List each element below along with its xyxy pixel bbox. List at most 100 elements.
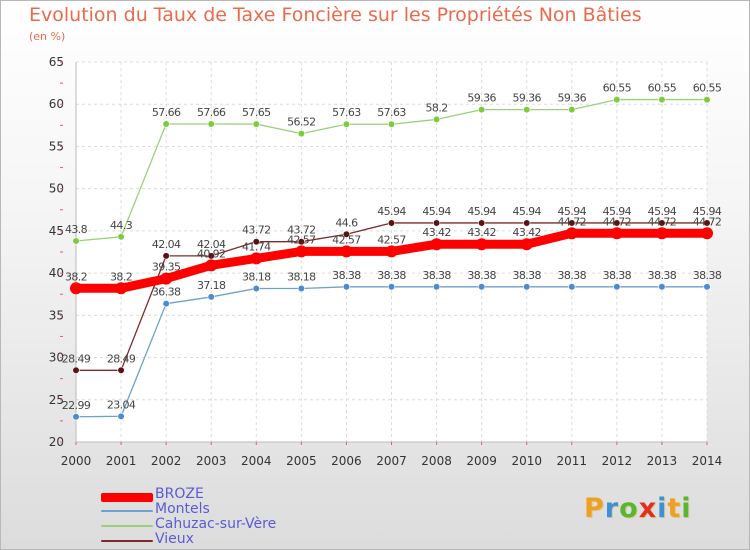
data-point-montels: [387, 283, 396, 291]
data-point-cahuzac-sur-v-re: [568, 106, 576, 114]
legend-swatch-cahuzac-sur-v-re: [101, 525, 153, 527]
data-label-broze: 42.57: [377, 233, 406, 246]
data-point-montels: [162, 300, 170, 308]
x-tick-label: 2002: [151, 454, 182, 468]
y-tick-label: 40: [49, 266, 64, 280]
data-label-cahuzac-sur-v-re: 59.36: [512, 92, 541, 105]
data-point-cahuzac-sur-v-re: [478, 106, 486, 114]
data-point-broze: [160, 272, 173, 285]
data-label-broze: 42.57: [332, 233, 361, 246]
data-label-broze: 38.2: [65, 270, 87, 283]
data-point-montels: [613, 283, 621, 291]
data-label-montels: 37.18: [197, 279, 226, 292]
data-point-vieux: [252, 238, 260, 246]
x-tick-label: 2010: [511, 454, 542, 468]
data-point-montels: [297, 284, 305, 293]
data-point-vieux: [478, 219, 486, 227]
data-label-vieux: 42.04: [152, 238, 181, 251]
y-tick-label: 50: [49, 182, 64, 196]
data-point-montels: [117, 412, 125, 420]
data-label-broze: 44.72: [693, 215, 722, 228]
data-point-cahuzac-sur-v-re: [432, 115, 441, 124]
data-label-montels: 38.38: [332, 269, 361, 282]
data-label-cahuzac-sur-v-re: 60.55: [603, 82, 632, 95]
x-tick-label: 2011: [557, 454, 588, 468]
data-label-vieux: 43.72: [287, 224, 316, 237]
x-tick-label: 2004: [241, 454, 272, 468]
data-label-broze: 43.42: [467, 226, 496, 239]
data-point-vieux: [387, 219, 396, 227]
data-point-vieux: [432, 219, 441, 227]
data-point-montels: [342, 283, 351, 291]
data-label-montels: 38.38: [648, 269, 677, 282]
data-label-broze: 43.42: [422, 226, 451, 239]
data-label-vieux: 42.04: [197, 238, 226, 251]
data-point-broze: [475, 238, 488, 251]
data-label-broze: 44.72: [648, 215, 677, 228]
data-point-vieux: [297, 238, 305, 246]
y-tick-label: 25: [49, 393, 64, 407]
data-label-vieux: 28.49: [62, 352, 91, 365]
y-axis-unit: (en %): [29, 30, 66, 43]
y-tick-label: 45: [49, 224, 64, 238]
data-label-cahuzac-sur-v-re: 57.66: [152, 106, 181, 119]
data-label-montels: 22.99: [62, 399, 91, 412]
legend-item-cahuzac-sur-v-re: Cahuzac-sur-Vère: [101, 516, 361, 532]
data-point-montels: [568, 283, 576, 291]
x-tick-label: 2008: [421, 454, 452, 468]
y-tick-label: 60: [49, 97, 64, 111]
data-point-montels: [523, 283, 531, 291]
x-tick-label: 2005: [286, 454, 317, 468]
data-point-montels: [252, 284, 260, 293]
data-point-montels: [703, 283, 711, 291]
data-point-broze: [250, 252, 263, 265]
y-tick-label: 30: [49, 351, 64, 365]
data-label-broze: 42.57: [287, 233, 316, 246]
proxiti-logo: Proxiti: [584, 493, 692, 524]
data-point-broze: [701, 227, 713, 240]
data-point-cahuzac-sur-v-re: [117, 233, 125, 241]
data-label-cahuzac-sur-v-re: 43.8: [65, 223, 88, 236]
data-label-vieux: 43.72: [242, 224, 271, 237]
x-tick-label: 2007: [376, 454, 407, 468]
data-point-cahuzac-sur-v-re: [297, 130, 305, 138]
data-label-cahuzac-sur-v-re: 59.36: [467, 92, 496, 105]
data-point-broze: [520, 238, 533, 251]
data-label-montels: 38.38: [603, 269, 632, 282]
data-label-vieux: 45.94: [693, 205, 722, 218]
legend-item-montels: Montels: [101, 501, 361, 517]
data-point-broze: [205, 259, 218, 272]
data-label-vieux: 28.49: [107, 352, 136, 365]
data-point-cahuzac-sur-v-re: [703, 95, 711, 104]
data-point-cahuzac-sur-v-re: [162, 120, 170, 128]
x-tick-label: 2012: [602, 454, 633, 468]
data-label-vieux: 45.94: [467, 205, 496, 218]
y-tick-label: 65: [49, 55, 64, 69]
data-label-montels: 38.38: [467, 269, 496, 282]
legend-item-vieux: Vieux: [101, 531, 361, 547]
data-point-vieux: [342, 230, 351, 238]
data-point-cahuzac-sur-v-re: [613, 95, 621, 104]
data-label-montels: 38.38: [512, 269, 541, 282]
x-tick-label: 2013: [647, 454, 678, 468]
data-label-broze: 44.72: [558, 215, 587, 228]
legend-label-montels: Montels: [155, 501, 210, 517]
data-label-cahuzac-sur-v-re: 44.3: [110, 219, 133, 232]
data-point-vieux: [207, 252, 215, 260]
y-tick-label: 35: [49, 308, 64, 322]
data-point-vieux: [117, 366, 125, 374]
data-label-cahuzac-sur-v-re: 58.2: [426, 101, 448, 114]
data-point-broze: [565, 227, 578, 240]
data-label-cahuzac-sur-v-re: 56.52: [287, 116, 316, 129]
legend: BROZE Montels Cahuzac-sur-Vère Vieux: [101, 486, 361, 547]
data-point-vieux: [613, 219, 621, 227]
data-point-cahuzac-sur-v-re: [72, 237, 80, 245]
legend-swatch-montels: [101, 510, 153, 512]
data-label-cahuzac-sur-v-re: 57.66: [197, 106, 226, 119]
data-label-montels: 38.18: [242, 270, 271, 283]
data-label-cahuzac-sur-v-re: 57.63: [332, 106, 361, 119]
data-point-vieux: [658, 219, 666, 227]
data-label-broze: 44.72: [603, 215, 632, 228]
data-label-vieux: 45.94: [422, 205, 451, 218]
data-point-montels: [432, 283, 441, 291]
